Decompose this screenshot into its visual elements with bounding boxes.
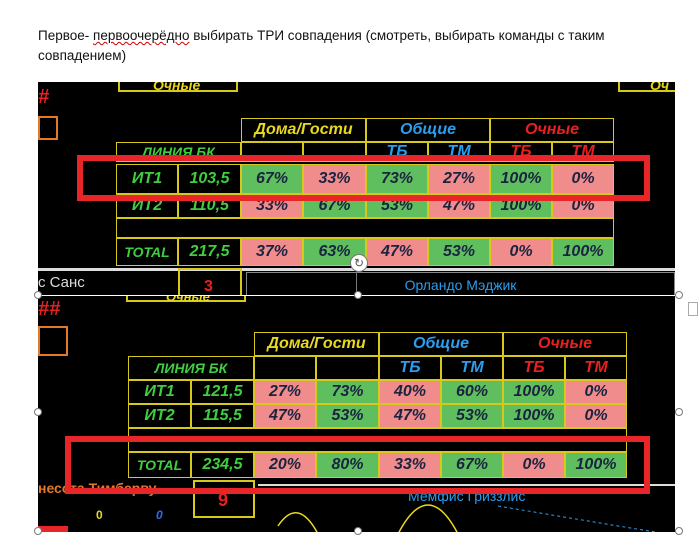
red-strip bbox=[38, 526, 68, 532]
header-face: Очные bbox=[490, 118, 614, 142]
subheader-tm: ТМ bbox=[441, 356, 503, 380]
row-label: TOTAL bbox=[116, 238, 178, 266]
pct-cell: 33% bbox=[303, 164, 366, 194]
top-label: Очные bbox=[166, 296, 210, 304]
pct-cell: 0% bbox=[565, 404, 627, 428]
graph-lines bbox=[277, 504, 659, 532]
rotate-handle-icon[interactable]: ↻ bbox=[350, 254, 368, 272]
row-value: 121,5 bbox=[191, 380, 254, 404]
resize-handle[interactable] bbox=[34, 408, 42, 416]
orange-box bbox=[38, 326, 68, 356]
pct-cell: 20% bbox=[254, 452, 316, 478]
pct-cell: 47% bbox=[366, 238, 428, 266]
rotate-handle-stem bbox=[356, 272, 357, 292]
header-home-away: Дома/Гости bbox=[254, 332, 379, 356]
resize-handle[interactable] bbox=[354, 291, 362, 299]
pct-cell: 100% bbox=[503, 404, 565, 428]
empty-sub bbox=[316, 356, 379, 380]
pct-cell: 0% bbox=[490, 238, 552, 266]
pct-cell: 0% bbox=[552, 164, 614, 194]
row-label: ИТ1 bbox=[128, 380, 191, 404]
instruction-text: Первое- первоочерёдно выбирать ТРИ совпа… bbox=[38, 26, 648, 66]
pct-cell: 67% bbox=[441, 452, 503, 478]
header-home-away: Дома/Гости bbox=[241, 118, 366, 142]
header-total: Общие bbox=[366, 118, 490, 142]
red-highlight-box bbox=[65, 436, 650, 494]
pct-cell: 73% bbox=[316, 380, 379, 404]
team-right: Орландо Мэджик bbox=[246, 272, 675, 295]
pct-cell: 60% bbox=[441, 380, 503, 404]
small-yellow-value: 0 bbox=[96, 508, 103, 522]
row-value: 115,5 bbox=[191, 404, 254, 428]
empty-sub bbox=[254, 356, 316, 380]
pct-cell: 0% bbox=[565, 380, 627, 404]
screenshot-image-2[interactable]: Очные ## Дома/Гости Общие Очные ЛИНИЯ БК… bbox=[38, 296, 675, 532]
header-box-right bbox=[618, 82, 675, 92]
subheader-tm2: ТМ bbox=[565, 356, 627, 380]
pct-cell: 37% bbox=[241, 238, 303, 266]
row-value: 103,5 bbox=[178, 164, 241, 194]
pct-cell: 100% bbox=[490, 164, 552, 194]
subheader-tb2: ТБ bbox=[503, 356, 565, 380]
pct-cell: 67% bbox=[241, 164, 303, 194]
resize-handle[interactable] bbox=[675, 291, 683, 299]
pct-cell: 27% bbox=[254, 380, 316, 404]
small-blue-value: 0 bbox=[156, 508, 163, 522]
pct-cell: 80% bbox=[316, 452, 379, 478]
pct-cell: 47% bbox=[254, 404, 316, 428]
badge-box bbox=[193, 480, 255, 518]
top-label-right: Оч bbox=[650, 82, 670, 93]
orange-box bbox=[38, 116, 58, 140]
hash-mark: ## bbox=[38, 298, 61, 320]
subheader-tb: ТБ bbox=[379, 356, 441, 380]
header-box bbox=[118, 82, 238, 92]
header-total: Общие bbox=[379, 332, 503, 356]
pct-cell: 53% bbox=[441, 404, 503, 428]
row-label: TOTAL bbox=[128, 452, 191, 478]
pct-cell: 73% bbox=[366, 164, 428, 194]
resize-handle[interactable] bbox=[354, 527, 362, 535]
hash-mark: # bbox=[38, 86, 50, 108]
note-misspelled-word: первоочерёдно bbox=[93, 28, 190, 43]
pct-cell: 53% bbox=[316, 404, 379, 428]
pct-cell: 100% bbox=[565, 452, 627, 478]
top-label: Очные bbox=[153, 82, 201, 93]
resize-handle[interactable] bbox=[34, 527, 42, 535]
pct-cell: 53% bbox=[428, 238, 490, 266]
layout-options-icon[interactable] bbox=[688, 302, 698, 316]
pct-cell: 40% bbox=[379, 380, 441, 404]
note-part: выбирать ТРИ совпадения (смотреть, выбир… bbox=[38, 28, 605, 63]
pct-cell: 47% bbox=[379, 404, 441, 428]
row-value: 234,5 bbox=[191, 452, 254, 478]
pct-cell: 100% bbox=[503, 380, 565, 404]
pct-cell: 33% bbox=[379, 452, 441, 478]
resize-handle[interactable] bbox=[675, 527, 683, 535]
row-label: ИТ1 bbox=[116, 164, 178, 194]
red-highlight-box bbox=[77, 155, 650, 201]
row-label: ИТ2 bbox=[128, 404, 191, 428]
header-box bbox=[126, 296, 246, 302]
pct-cell: 100% bbox=[552, 238, 614, 266]
team-left: с Санс bbox=[38, 274, 85, 291]
pct-cell: 27% bbox=[428, 164, 490, 194]
badge-value: 3 bbox=[204, 278, 213, 295]
badge-box bbox=[178, 268, 242, 295]
resize-handle[interactable] bbox=[34, 291, 42, 299]
pct-cell: 0% bbox=[503, 452, 565, 478]
row-value: 217,5 bbox=[178, 238, 241, 266]
spacer-row bbox=[116, 218, 614, 238]
header-face: Очные bbox=[503, 332, 627, 356]
note-part: Первое- bbox=[38, 28, 94, 43]
line-label: ЛИНИЯ БК bbox=[128, 356, 254, 380]
badge-value: 9 bbox=[218, 490, 229, 510]
resize-handle[interactable] bbox=[675, 408, 683, 416]
